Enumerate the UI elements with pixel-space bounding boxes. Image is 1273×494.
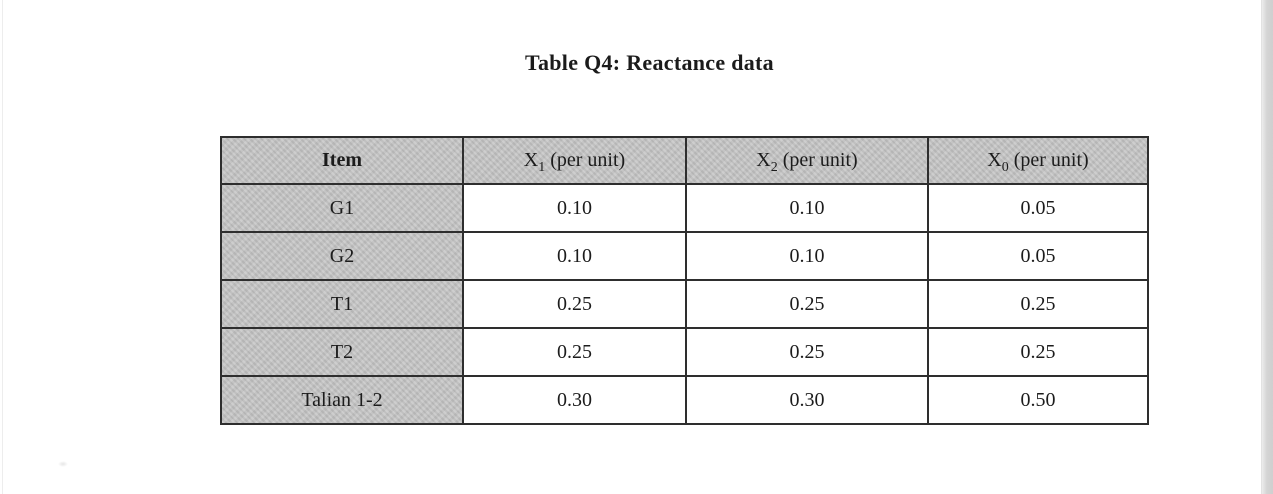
header-x0-unit: (per unit) <box>1008 149 1089 171</box>
cell-talian-x2: 0.30 <box>685 375 929 425</box>
column-header-x2: X2 (per unit) <box>685 136 929 185</box>
header-x2-base: X <box>756 149 771 171</box>
cell-g2-x1: 0.10 <box>462 231 687 281</box>
header-x2-unit: (per unit) <box>777 149 858 171</box>
header-x0-subscript: 0 <box>1001 160 1009 175</box>
column-header-item: Item <box>220 136 464 185</box>
row-label-talian-1-2: Talian 1-2 <box>220 375 464 425</box>
header-x1-base: X <box>523 149 539 171</box>
cell-talian-x0: 0.50 <box>927 375 1149 425</box>
row-label-t2: T2 <box>220 327 464 377</box>
cell-g1-x2: 0.10 <box>685 183 929 233</box>
cell-t2-x1: 0.25 <box>462 327 687 377</box>
cell-t2-x2: 0.25 <box>685 327 929 377</box>
table-row: Talian 1-2 0.30 0.30 0.50 <box>220 375 1149 425</box>
table-title: Table Q4: Reactance data <box>525 50 774 75</box>
row-label-t1: T1 <box>220 279 464 329</box>
cell-talian-x1: 0.30 <box>462 375 687 425</box>
cell-g1-x1: 0.10 <box>462 183 687 233</box>
table-row: G1 0.10 0.10 0.05 <box>220 183 1149 233</box>
row-label-g1: G1 <box>220 183 464 233</box>
cell-t1-x0: 0.25 <box>927 279 1149 329</box>
header-x2-subscript: 2 <box>770 160 778 175</box>
header-x1-unit: (per unit) <box>545 149 626 171</box>
cell-g2-x2: 0.10 <box>685 231 929 281</box>
column-header-x0: X0 (per unit) <box>927 136 1149 185</box>
cell-t1-x1: 0.25 <box>462 279 687 329</box>
scrollbar-track[interactable] <box>1261 0 1273 494</box>
row-label-g2: G2 <box>220 231 464 281</box>
table-row: G2 0.10 0.10 0.05 <box>220 231 1149 281</box>
cell-t1-x2: 0.25 <box>685 279 929 329</box>
cell-g2-x0: 0.05 <box>927 231 1149 281</box>
column-header-x1: X1 (per unit) <box>462 136 687 185</box>
header-x0-base: X <box>987 149 1002 171</box>
page-edge-line <box>2 0 3 494</box>
scan-artifact <box>58 461 68 467</box>
reactance-table: Item X1 (per unit) X2 (per unit) X0 (per… <box>220 136 1149 425</box>
table-row: T1 0.25 0.25 0.25 <box>220 279 1149 329</box>
table-header-row: Item X1 (per unit) X2 (per unit) X0 (per… <box>220 136 1149 185</box>
header-x1-subscript: 1 <box>538 160 546 175</box>
cell-t2-x0: 0.25 <box>927 327 1149 377</box>
table-row: T2 0.25 0.25 0.25 <box>220 327 1149 377</box>
cell-g1-x0: 0.05 <box>927 183 1149 233</box>
